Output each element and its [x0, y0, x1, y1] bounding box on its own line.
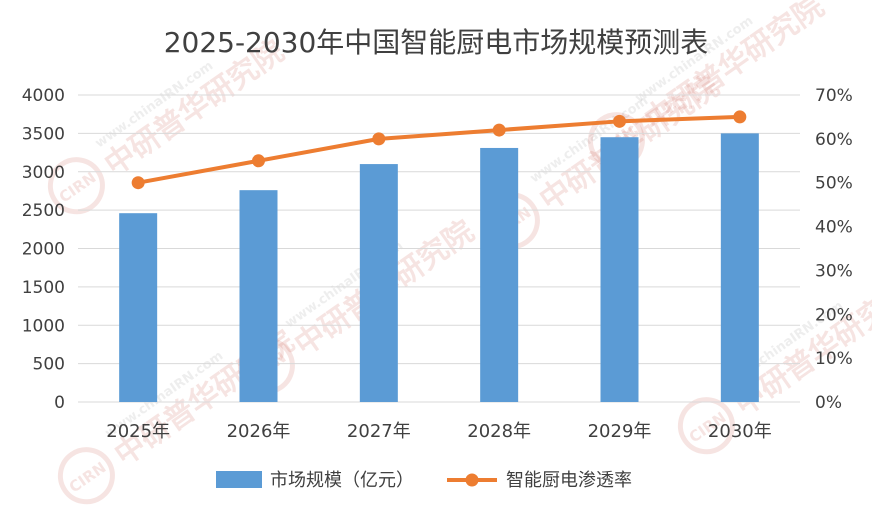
y-left-tick-label: 1500 — [22, 278, 65, 298]
line-point — [733, 110, 747, 124]
y-right-tick-label: 20% — [815, 305, 853, 325]
y-right-tick-label: 0% — [815, 393, 842, 413]
y-left-tick-label: 3500 — [22, 124, 65, 144]
legend-bar-label: 市场规模（亿元） — [270, 470, 414, 491]
legend-line-marker — [465, 473, 479, 487]
penetration-line — [136, 114, 742, 185]
bar — [720, 133, 759, 402]
y-left-tick-label: 4000 — [22, 86, 65, 106]
x-tick-label: 2027年 — [347, 421, 411, 442]
y-right-tick-label: 70% — [815, 86, 853, 106]
line-point — [372, 132, 386, 146]
watermark-logo-text: CIRN — [66, 458, 110, 496]
x-tick-label: 2028年 — [467, 421, 531, 442]
bar — [119, 213, 158, 402]
y-left-tick-label: 500 — [33, 355, 65, 375]
y-left-tick-label: 2000 — [22, 240, 65, 260]
y-left-tick-label: 2500 — [22, 201, 65, 221]
legend: 市场规模（亿元） 智能厨电渗透率 — [216, 470, 632, 491]
bar — [239, 190, 278, 402]
y-right-tick-label: 30% — [815, 261, 853, 281]
y-left-tick-label: 1000 — [22, 316, 65, 336]
y-left-tick-label: 0 — [54, 393, 65, 413]
chart-title: 2025-2030年中国智能厨电市场规模预测表 — [164, 26, 709, 59]
y-axis-left: 0 500 1000 1500 2000 2500 3000 3500 4000 — [22, 86, 65, 413]
y-right-tick-label: 40% — [815, 218, 853, 238]
watermark-logo — [677, 397, 735, 455]
bar — [359, 164, 398, 402]
watermark-logo — [47, 157, 105, 215]
line-series — [131, 110, 747, 190]
bar-series — [119, 133, 759, 402]
watermark-logo — [57, 447, 115, 505]
y-right-tick-label: 50% — [815, 174, 853, 194]
x-tick-label: 2025年 — [106, 421, 170, 442]
y-axis-right: 0% 10% 20% 30% 40% 50% 60% 70% — [815, 86, 853, 413]
bar — [600, 137, 639, 402]
bar — [480, 147, 519, 402]
line-point — [252, 154, 265, 168]
line-point — [131, 176, 145, 190]
x-tick-label: 2026年 — [227, 421, 291, 442]
line-point — [492, 123, 506, 137]
y-right-tick-label: 60% — [815, 130, 853, 150]
x-axis: 2025年 2026年 2027年 2028年 2029年 2030年 — [106, 421, 771, 442]
x-tick-label: 2029年 — [588, 421, 652, 442]
legend-bar-swatch — [216, 471, 262, 488]
line-point — [613, 114, 626, 128]
legend-line-label: 智能厨电渗透率 — [506, 470, 632, 491]
y-left-tick-label: 3000 — [22, 163, 65, 183]
y-right-tick-label: 10% — [815, 349, 853, 369]
grid-lines — [78, 94, 800, 403]
x-tick-label: 2030年 — [708, 421, 772, 442]
